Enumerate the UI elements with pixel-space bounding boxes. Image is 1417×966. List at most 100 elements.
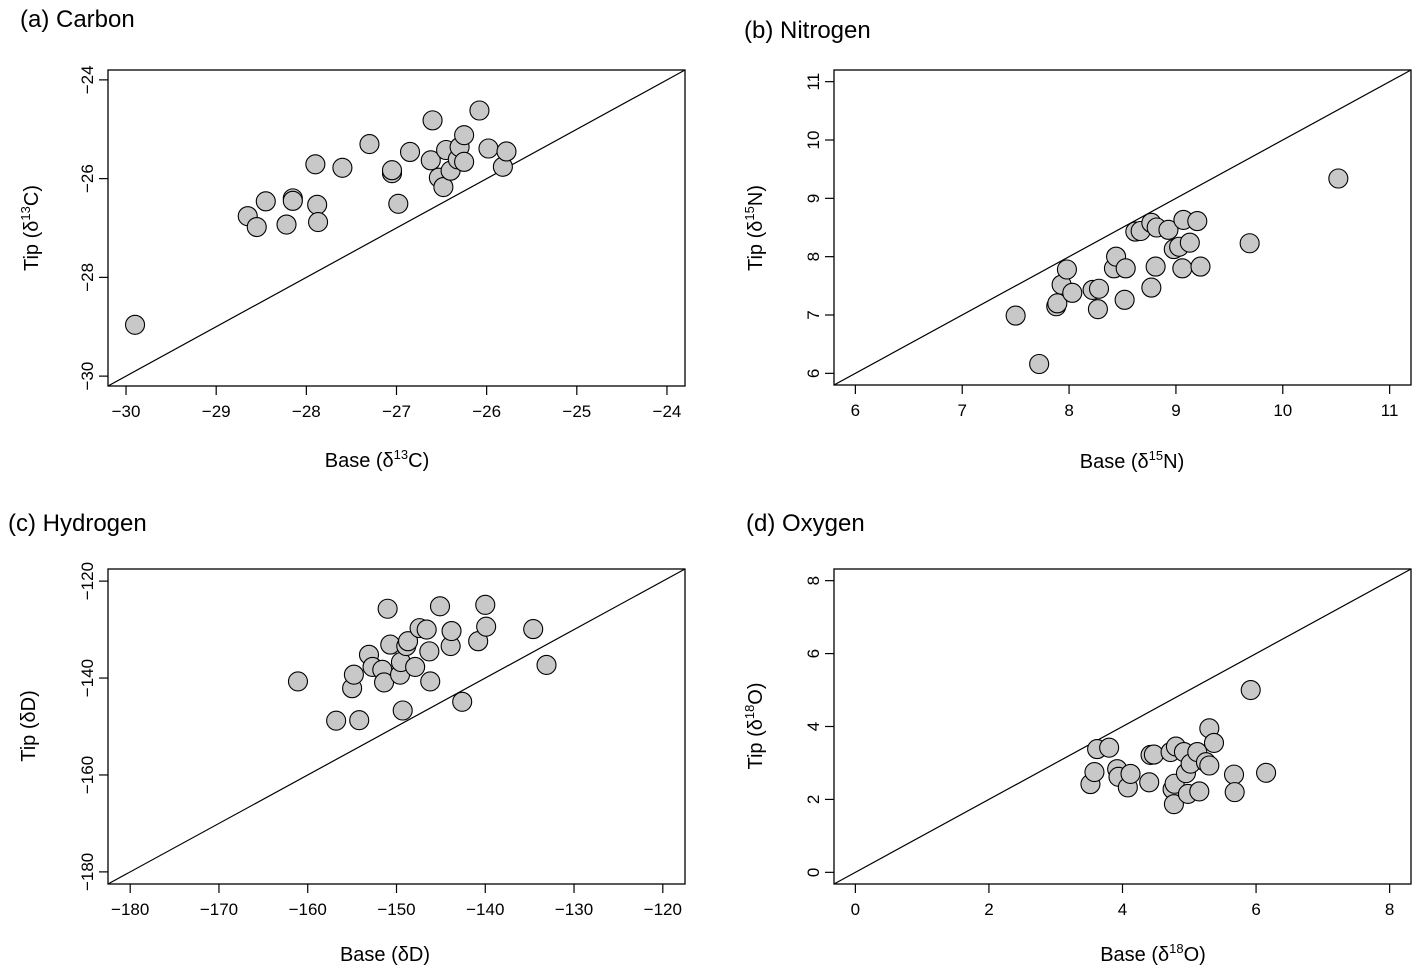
data-point bbox=[523, 619, 544, 640]
x-axis-label: Base (δD) bbox=[340, 944, 430, 966]
x-tick-label: −26 bbox=[472, 402, 501, 421]
data-point bbox=[419, 641, 440, 662]
y-tick-label: 0 bbox=[804, 868, 823, 877]
data-point bbox=[287, 671, 309, 692]
x-tick-label: 6 bbox=[1251, 900, 1260, 919]
data-point bbox=[1163, 794, 1184, 815]
x-tick-label: −170 bbox=[200, 900, 238, 919]
y-tick-label: 6 bbox=[804, 369, 823, 378]
panel-title: (b) Nitrogen bbox=[744, 17, 871, 44]
data-point bbox=[1224, 782, 1245, 803]
x-tick-label: −160 bbox=[289, 900, 327, 919]
data-point bbox=[246, 216, 267, 238]
data-point bbox=[1141, 277, 1162, 298]
data-point bbox=[374, 672, 395, 693]
y-axis-label: Tip (δ13C) bbox=[18, 185, 43, 271]
y-tick-label: 6 bbox=[804, 649, 823, 658]
x-tick-label: −150 bbox=[377, 900, 415, 919]
data-points bbox=[1080, 679, 1277, 815]
x-tick-label: −28 bbox=[292, 402, 321, 421]
data-point bbox=[1056, 259, 1077, 280]
reference-line bbox=[833, 568, 1412, 885]
panel-title: (a) Carbon bbox=[20, 6, 135, 33]
data-point bbox=[343, 664, 364, 685]
data-point bbox=[307, 194, 328, 215]
data-point bbox=[377, 598, 398, 619]
y-tick-label: −160 bbox=[78, 756, 97, 794]
x-tick-label: −25 bbox=[562, 402, 591, 421]
x-tick-label: 11 bbox=[1381, 401, 1399, 420]
y-tick-label: −26 bbox=[78, 164, 97, 193]
data-point bbox=[392, 700, 413, 721]
x-tick-label: −130 bbox=[555, 900, 593, 919]
data-point bbox=[454, 125, 475, 146]
data-point bbox=[1172, 258, 1193, 279]
x-tick-label: −27 bbox=[382, 402, 411, 421]
x-axis: 6 7 8 9 10 11 bbox=[851, 385, 1399, 420]
data-point bbox=[1145, 256, 1166, 277]
y-tick-label: 9 bbox=[804, 194, 823, 203]
data-point bbox=[536, 654, 557, 676]
data-points bbox=[287, 594, 557, 731]
y-tick-label: 8 bbox=[804, 576, 823, 585]
plot-frame bbox=[833, 69, 1412, 386]
panel-hydrogen: (c) Hydrogen −180 −170 −160 −150 −140 −130 −12… bbox=[8, 510, 686, 966]
x-axis: 0 2 4 6 8 bbox=[851, 884, 1394, 919]
x-tick-label: 8 bbox=[1064, 401, 1073, 420]
data-point bbox=[276, 214, 297, 235]
data-point bbox=[1240, 679, 1261, 701]
data-point bbox=[399, 141, 421, 163]
y-tick-label: 2 bbox=[804, 795, 823, 804]
reference-line bbox=[107, 568, 686, 885]
x-tick-label: 0 bbox=[851, 900, 860, 919]
data-point bbox=[1084, 762, 1105, 783]
y-axis-label: Tip (δ15N) bbox=[742, 185, 767, 271]
data-point bbox=[1029, 353, 1050, 375]
data-point bbox=[452, 691, 473, 712]
x-tick-label: −30 bbox=[112, 402, 141, 421]
x-tick-label: −140 bbox=[466, 900, 504, 919]
x-tick-label: 6 bbox=[851, 401, 860, 420]
data-point bbox=[1115, 258, 1136, 279]
y-tick-label: 11 bbox=[804, 73, 823, 91]
data-point bbox=[422, 110, 443, 131]
y-axis-label: Tip (δ18O) bbox=[742, 682, 767, 769]
data-point bbox=[1099, 737, 1120, 758]
x-tick-label: −120 bbox=[644, 900, 682, 919]
data-point bbox=[496, 141, 517, 162]
data-point bbox=[1256, 762, 1277, 783]
y-tick-label: −180 bbox=[78, 853, 97, 891]
data-point bbox=[405, 656, 426, 677]
data-point bbox=[1114, 289, 1135, 310]
y-tick-label: 7 bbox=[804, 310, 823, 319]
data-point bbox=[1328, 168, 1349, 189]
x-tick-label: 4 bbox=[1118, 900, 1127, 919]
panel-oxygen: (d) Oxygen 0 2 4 6 8 0 2 4 6 8 Base (δ18O) Tip (… bbox=[742, 510, 1412, 966]
y-tick-label: 4 bbox=[804, 722, 823, 731]
data-point bbox=[420, 671, 441, 692]
x-axis-label: Base (δ15N) bbox=[1080, 448, 1185, 473]
y-tick-label: −30 bbox=[78, 362, 97, 391]
data-point bbox=[308, 212, 329, 233]
y-tick-label: 8 bbox=[804, 252, 823, 261]
data-point bbox=[420, 150, 441, 171]
data-points bbox=[1005, 168, 1349, 375]
data-point bbox=[1187, 211, 1208, 232]
data-point bbox=[124, 314, 146, 335]
data-points bbox=[124, 100, 517, 335]
y-tick-label: −140 bbox=[78, 659, 97, 697]
x-tick-label: 7 bbox=[957, 401, 966, 420]
x-axis-label: Base (δ18O) bbox=[1100, 941, 1206, 966]
x-tick-label: −24 bbox=[653, 402, 682, 421]
data-point bbox=[475, 594, 496, 615]
data-point bbox=[1087, 299, 1108, 320]
data-point bbox=[381, 160, 403, 181]
data-point bbox=[1143, 744, 1164, 765]
data-point bbox=[416, 619, 437, 640]
x-tick-label: 9 bbox=[1171, 401, 1180, 420]
x-axis: −30 −29 −28 −27 −26 −25 −24 bbox=[112, 386, 682, 421]
reference-line bbox=[833, 69, 1412, 386]
y-axis: 0 2 4 6 8 bbox=[804, 576, 834, 877]
data-point bbox=[1158, 219, 1179, 240]
